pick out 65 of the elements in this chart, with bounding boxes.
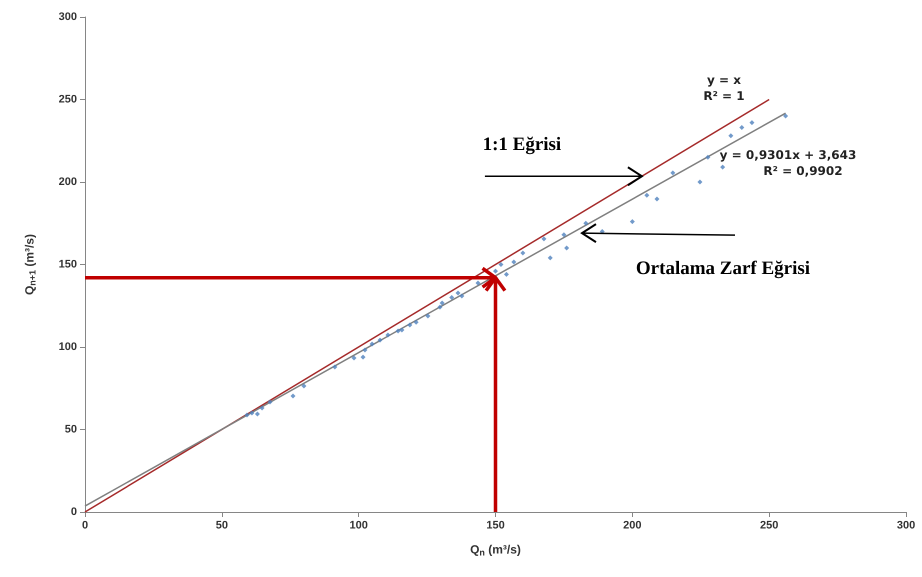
point <box>720 164 726 170</box>
point <box>268 399 272 404</box>
x-tick-label: 300 <box>896 520 916 532</box>
point <box>520 250 526 256</box>
point <box>630 219 635 224</box>
point <box>498 262 504 267</box>
y-tick-label: 250 <box>58 94 77 106</box>
y-tick-label: 300 <box>58 11 77 23</box>
x-tick-label: 200 <box>623 520 642 532</box>
y-tick-label: 200 <box>58 176 77 188</box>
point <box>654 196 660 202</box>
point <box>414 320 419 325</box>
point <box>301 383 306 388</box>
point <box>360 354 366 360</box>
annotation: 1:1 Eğrisi <box>482 134 562 156</box>
point <box>244 412 250 418</box>
point <box>644 192 650 198</box>
point <box>456 290 461 296</box>
point <box>670 170 676 176</box>
y-tick-label: 0 <box>70 506 77 518</box>
point <box>728 133 734 138</box>
x-tick-label: 250 <box>760 520 778 532</box>
point <box>332 364 338 370</box>
point <box>697 180 702 184</box>
x-tick-label: 150 <box>486 520 505 532</box>
point <box>511 260 516 265</box>
point <box>440 300 445 306</box>
point <box>459 294 464 299</box>
point <box>564 246 570 250</box>
point <box>475 280 480 286</box>
point <box>541 236 546 242</box>
point <box>290 394 296 399</box>
point <box>749 120 754 126</box>
point <box>362 347 368 352</box>
point <box>378 338 383 343</box>
y-axis-title: Qn+1 (m³/s) <box>22 234 38 296</box>
point <box>399 328 404 333</box>
point <box>254 411 260 416</box>
point <box>425 313 430 318</box>
point <box>437 304 442 310</box>
point <box>504 272 509 277</box>
point <box>249 410 254 416</box>
annotation: y = 0,9301x + 3,643 R² = 0,9902 <box>720 148 856 178</box>
point <box>370 342 375 347</box>
point <box>783 114 788 118</box>
point <box>407 322 412 328</box>
annotation: y = x R² = 1 <box>703 73 745 104</box>
point <box>352 356 357 361</box>
point <box>260 406 265 411</box>
point <box>385 332 390 338</box>
point <box>449 295 454 300</box>
point <box>493 268 498 274</box>
y-tick-label: 100 <box>58 341 77 353</box>
x-tick-label: 100 <box>349 520 368 532</box>
annotation: Ortalama Zarf Eğrisi <box>636 258 810 280</box>
point <box>583 220 588 226</box>
y-tick-label: 50 <box>64 424 77 436</box>
point <box>739 125 744 130</box>
point <box>548 255 553 260</box>
x-tick-label: 0 <box>82 520 88 532</box>
x-tick-label: 50 <box>216 520 228 532</box>
point <box>396 328 401 334</box>
point <box>705 154 710 160</box>
point <box>561 232 566 238</box>
y-tick-label: 150 <box>58 258 77 270</box>
